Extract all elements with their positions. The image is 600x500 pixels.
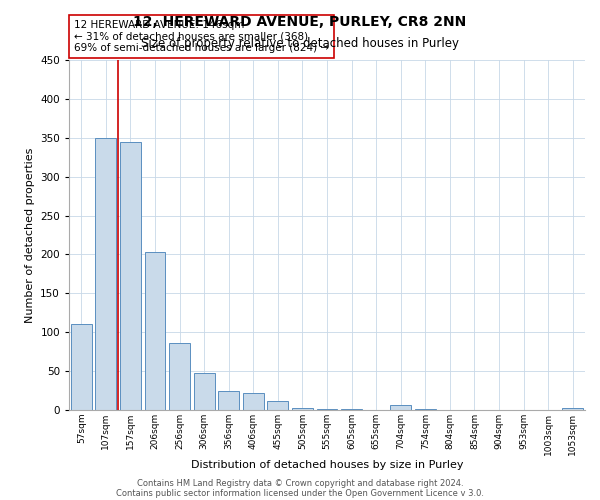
Bar — [317, 409, 337, 410]
Bar — [268, 402, 289, 410]
Bar — [390, 404, 411, 410]
Bar — [95, 138, 116, 410]
Y-axis label: Number of detached properties: Number of detached properties — [25, 148, 35, 322]
Bar — [169, 343, 190, 410]
Bar — [292, 408, 313, 410]
Bar — [341, 409, 362, 410]
Bar — [194, 374, 215, 410]
Text: 12 HEREWARD AVENUE: 146sqm
← 31% of detached houses are smaller (368)
69% of sem: 12 HEREWARD AVENUE: 146sqm ← 31% of deta… — [74, 20, 329, 53]
Text: Size of property relative to detached houses in Purley: Size of property relative to detached ho… — [141, 38, 459, 51]
Bar — [120, 142, 141, 410]
Bar — [218, 390, 239, 410]
Text: Contains public sector information licensed under the Open Government Licence v : Contains public sector information licen… — [116, 488, 484, 498]
Bar — [562, 408, 583, 410]
Bar — [71, 324, 92, 410]
Bar — [415, 409, 436, 410]
Text: Contains HM Land Registry data © Crown copyright and database right 2024.: Contains HM Land Registry data © Crown c… — [137, 478, 463, 488]
X-axis label: Distribution of detached houses by size in Purley: Distribution of detached houses by size … — [191, 460, 463, 470]
Bar — [145, 252, 166, 410]
Bar — [243, 393, 264, 410]
Text: 12, HEREWARD AVENUE, PURLEY, CR8 2NN: 12, HEREWARD AVENUE, PURLEY, CR8 2NN — [133, 15, 467, 29]
